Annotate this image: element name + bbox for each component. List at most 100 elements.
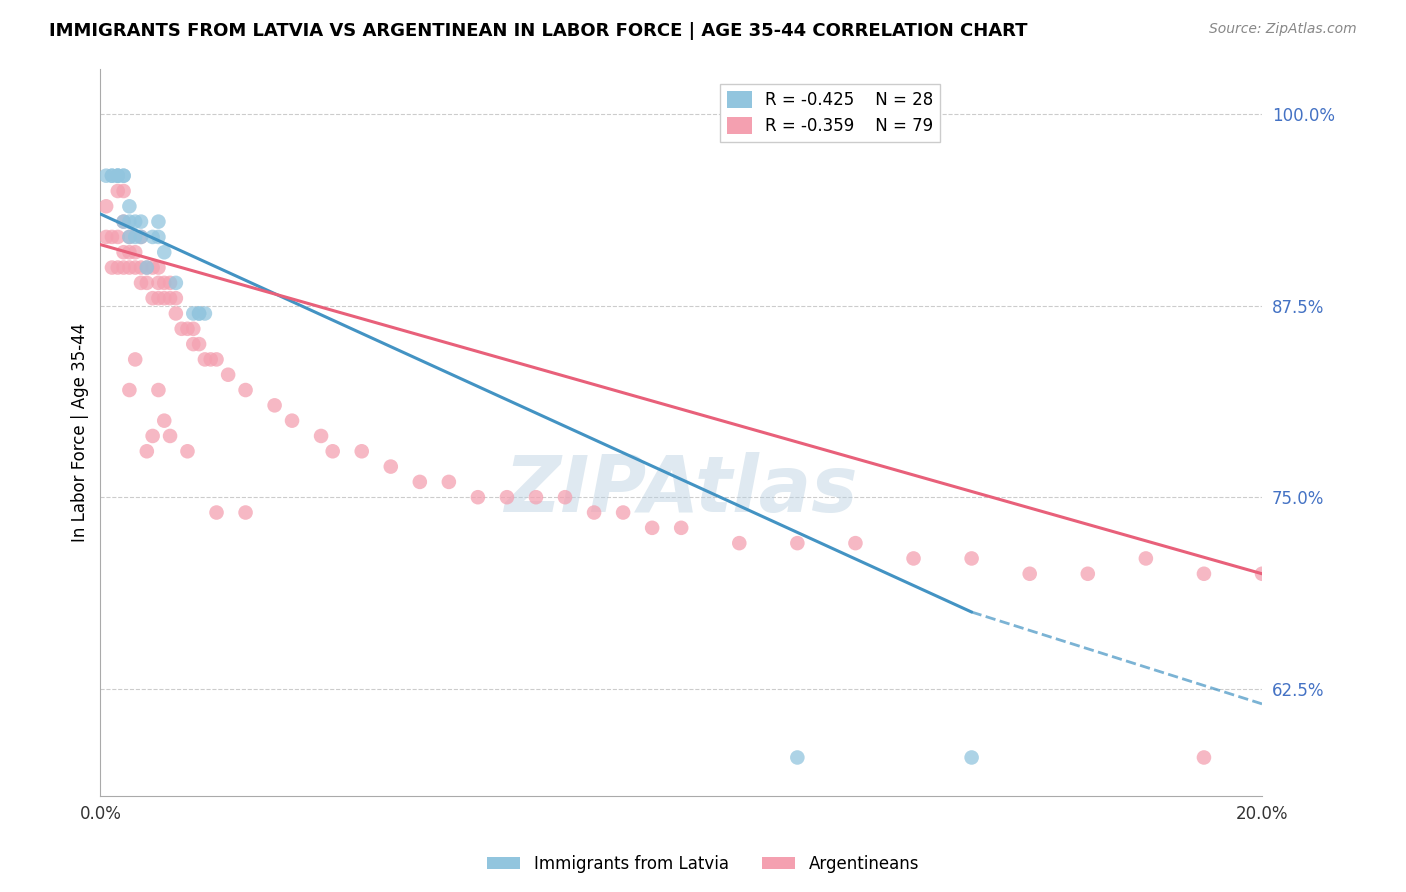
Point bbox=[235, 383, 257, 397]
Text: Source: ZipAtlas.com: Source: ZipAtlas.com bbox=[1209, 22, 1357, 37]
Point bbox=[124, 260, 146, 275]
Point bbox=[148, 230, 170, 244]
Point bbox=[142, 291, 165, 305]
Point bbox=[148, 260, 170, 275]
Point bbox=[112, 214, 135, 228]
Point bbox=[217, 368, 239, 382]
Point bbox=[153, 245, 176, 260]
Point bbox=[129, 230, 152, 244]
Point bbox=[583, 506, 606, 520]
Point bbox=[1192, 566, 1215, 581]
Point bbox=[129, 230, 152, 244]
Legend: Immigrants from Latvia, Argentineans: Immigrants from Latvia, Argentineans bbox=[481, 848, 925, 880]
Point bbox=[107, 260, 129, 275]
Point bbox=[96, 169, 118, 183]
Point bbox=[101, 230, 124, 244]
Point bbox=[129, 214, 152, 228]
Point bbox=[786, 536, 808, 550]
Point bbox=[118, 230, 141, 244]
Point bbox=[118, 199, 141, 213]
Point bbox=[1077, 566, 1099, 581]
Point bbox=[118, 245, 141, 260]
Point bbox=[118, 230, 141, 244]
Point bbox=[107, 230, 129, 244]
Point bbox=[159, 429, 181, 443]
Point bbox=[142, 260, 165, 275]
Point bbox=[107, 169, 129, 183]
Point bbox=[281, 414, 304, 428]
Point bbox=[112, 169, 135, 183]
Point bbox=[380, 459, 402, 474]
Point bbox=[148, 291, 170, 305]
Point bbox=[159, 291, 181, 305]
Point bbox=[1192, 750, 1215, 764]
Point bbox=[112, 214, 135, 228]
Point bbox=[148, 383, 170, 397]
Point bbox=[181, 322, 204, 336]
Point bbox=[135, 260, 157, 275]
Point bbox=[118, 383, 141, 397]
Point bbox=[107, 184, 129, 198]
Point bbox=[467, 490, 489, 504]
Point bbox=[124, 245, 146, 260]
Point bbox=[903, 551, 925, 566]
Legend: R = -0.425    N = 28, R = -0.359    N = 79: R = -0.425 N = 28, R = -0.359 N = 79 bbox=[720, 84, 941, 142]
Point bbox=[176, 322, 198, 336]
Point bbox=[181, 306, 204, 320]
Point bbox=[669, 521, 692, 535]
Point bbox=[960, 750, 983, 764]
Y-axis label: In Labor Force | Age 35-44: In Labor Force | Age 35-44 bbox=[72, 323, 89, 541]
Point bbox=[437, 475, 460, 489]
Point bbox=[112, 260, 135, 275]
Point bbox=[165, 291, 187, 305]
Point bbox=[176, 444, 198, 458]
Point bbox=[142, 230, 165, 244]
Point bbox=[188, 306, 211, 320]
Point bbox=[129, 276, 152, 290]
Point bbox=[194, 306, 217, 320]
Point bbox=[181, 337, 204, 351]
Point bbox=[101, 260, 124, 275]
Point bbox=[135, 276, 157, 290]
Point bbox=[786, 750, 808, 764]
Point bbox=[641, 521, 664, 535]
Point bbox=[1018, 566, 1040, 581]
Point bbox=[153, 414, 176, 428]
Point bbox=[153, 291, 176, 305]
Point bbox=[129, 260, 152, 275]
Point bbox=[165, 276, 187, 290]
Text: ZIPAtlas: ZIPAtlas bbox=[505, 452, 858, 528]
Point bbox=[118, 214, 141, 228]
Point bbox=[148, 276, 170, 290]
Point bbox=[124, 214, 146, 228]
Point bbox=[107, 169, 129, 183]
Point bbox=[309, 429, 332, 443]
Point bbox=[263, 398, 285, 412]
Point bbox=[960, 551, 983, 566]
Point bbox=[112, 184, 135, 198]
Point bbox=[96, 230, 118, 244]
Point bbox=[1135, 551, 1157, 566]
Text: IMMIGRANTS FROM LATVIA VS ARGENTINEAN IN LABOR FORCE | AGE 35-44 CORRELATION CHA: IMMIGRANTS FROM LATVIA VS ARGENTINEAN IN… bbox=[49, 22, 1028, 40]
Point bbox=[135, 260, 157, 275]
Point bbox=[148, 214, 170, 228]
Point bbox=[153, 276, 176, 290]
Point bbox=[159, 276, 181, 290]
Point bbox=[101, 169, 124, 183]
Point bbox=[112, 245, 135, 260]
Point bbox=[107, 169, 129, 183]
Point bbox=[170, 322, 193, 336]
Point bbox=[728, 536, 751, 550]
Point bbox=[350, 444, 373, 458]
Point bbox=[188, 306, 211, 320]
Point bbox=[1251, 566, 1274, 581]
Point bbox=[205, 352, 228, 367]
Point bbox=[322, 444, 344, 458]
Point bbox=[135, 444, 157, 458]
Point bbox=[612, 506, 634, 520]
Point bbox=[194, 352, 217, 367]
Point bbox=[142, 429, 165, 443]
Point bbox=[409, 475, 432, 489]
Point bbox=[188, 337, 211, 351]
Point bbox=[235, 506, 257, 520]
